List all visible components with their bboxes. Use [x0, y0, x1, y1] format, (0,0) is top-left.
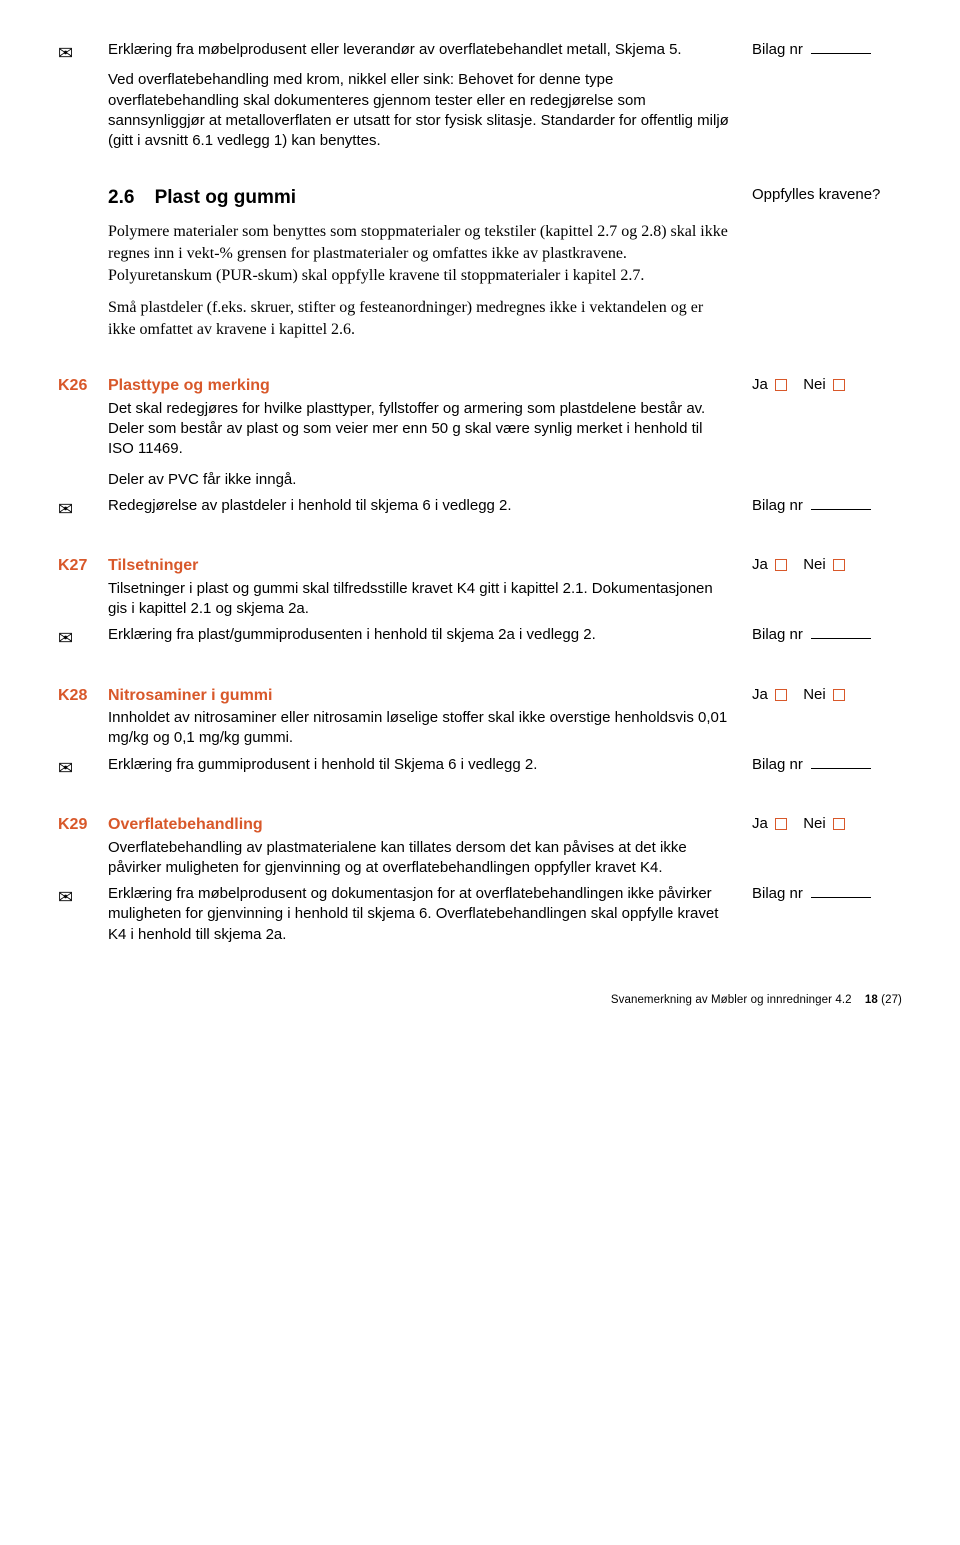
k26-title: Plasttype og merking [108, 375, 732, 397]
k28-title: Nitrosaminer i gummi [108, 685, 732, 707]
k29-block: K29 Overflatebehandling Overflatebehandl… [58, 814, 902, 945]
nei-label: Nei [803, 376, 826, 393]
k26-block: K26 Plasttype og merking Det skal redegj… [58, 375, 902, 521]
k27-block: K27 Tilsetninger Tilsetninger i plast og… [58, 555, 902, 650]
k27-attach: Erklæring fra plast/gummiprodusenten i h… [108, 625, 752, 645]
bilag-line[interactable] [811, 509, 871, 510]
k26-body: Det skal redegjøres for hvilke plasttype… [108, 399, 732, 460]
ja-label: Ja [752, 376, 768, 393]
mail-icon: ✉ [58, 625, 108, 650]
k29-attach: Erklæring fra møbelprodusent og dokument… [108, 884, 752, 945]
nei-checkbox[interactable] [833, 689, 845, 701]
nei-checkbox[interactable] [833, 379, 845, 391]
section-p1: Polymere materialer som benyttes som sto… [108, 221, 732, 287]
intro-attachment-title: Erklæring fra møbelprodusent eller lever… [108, 40, 732, 60]
k26-code: K26 [58, 375, 108, 397]
k28-code: K28 [58, 685, 108, 707]
k29-title: Overflatebehandling [108, 814, 732, 836]
k28-attach: Erklæring fra gummiprodusent i henhold t… [108, 755, 752, 775]
nei-label: Nei [803, 686, 826, 703]
section-number: 2.6 [108, 187, 134, 208]
k28-block: K28 Nitrosaminer i gummi Innholdet av ni… [58, 685, 902, 780]
nei-checkbox[interactable] [833, 559, 845, 571]
bilag-label: Bilag nr [752, 626, 803, 643]
nei-checkbox[interactable] [833, 818, 845, 830]
k27-body: Tilsetninger i plast og gummi skal tilfr… [108, 579, 732, 620]
bilag-label: Bilag nr [752, 885, 803, 902]
k27-code: K27 [58, 555, 108, 577]
k29-code: K29 [58, 814, 108, 836]
bilag-label: Bilag nr [752, 41, 803, 58]
ja-checkbox[interactable] [775, 559, 787, 571]
mail-icon: ✉ [58, 40, 108, 65]
mail-icon: ✉ [58, 755, 108, 780]
intro-attachment-body: Ved overflatebehandling med krom, nikkel… [108, 70, 732, 151]
bilag-line[interactable] [811, 768, 871, 769]
footer-total: (27) [881, 994, 902, 1006]
bilag-line[interactable] [811, 638, 871, 639]
nei-label: Nei [803, 815, 826, 832]
k26-attach: Redegjørelse av plastdeler i henhold til… [108, 496, 752, 516]
k29-body: Overflatebehandling av plastmaterialene … [108, 838, 732, 879]
page-footer: Svanemerkning av Møbler og innredninger … [58, 993, 902, 1009]
bilag-line[interactable] [811, 897, 871, 898]
ja-label: Ja [752, 815, 768, 832]
k26-body2: Deler av PVC får ikke inngå. [108, 470, 732, 490]
bilag-line[interactable] [811, 53, 871, 54]
ja-label: Ja [752, 556, 768, 573]
footer-doc: Svanemerkning av Møbler og innredninger … [611, 994, 852, 1006]
bilag-label: Bilag nr [752, 756, 803, 773]
section-name: Plast og gummi [155, 187, 296, 208]
section-p2: Små plastdeler (f.eks. skruer, stifter o… [108, 297, 732, 341]
mail-icon: ✉ [58, 884, 108, 909]
ja-checkbox[interactable] [775, 818, 787, 830]
ja-checkbox[interactable] [775, 689, 787, 701]
section-2-6: 2.6 Plast og gummi Oppfylles kravene? Po… [58, 185, 902, 341]
ja-label: Ja [752, 686, 768, 703]
ja-checkbox[interactable] [775, 379, 787, 391]
section-question: Oppfylles kravene? [752, 185, 902, 205]
k27-title: Tilsetninger [108, 555, 732, 577]
intro-block: ✉ Erklæring fra møbelprodusent eller lev… [58, 40, 902, 151]
k28-body: Innholdet av nitrosaminer eller nitrosam… [108, 708, 732, 749]
footer-page: 18 [865, 994, 878, 1006]
mail-icon: ✉ [58, 496, 108, 521]
bilag-label: Bilag nr [752, 497, 803, 514]
nei-label: Nei [803, 556, 826, 573]
